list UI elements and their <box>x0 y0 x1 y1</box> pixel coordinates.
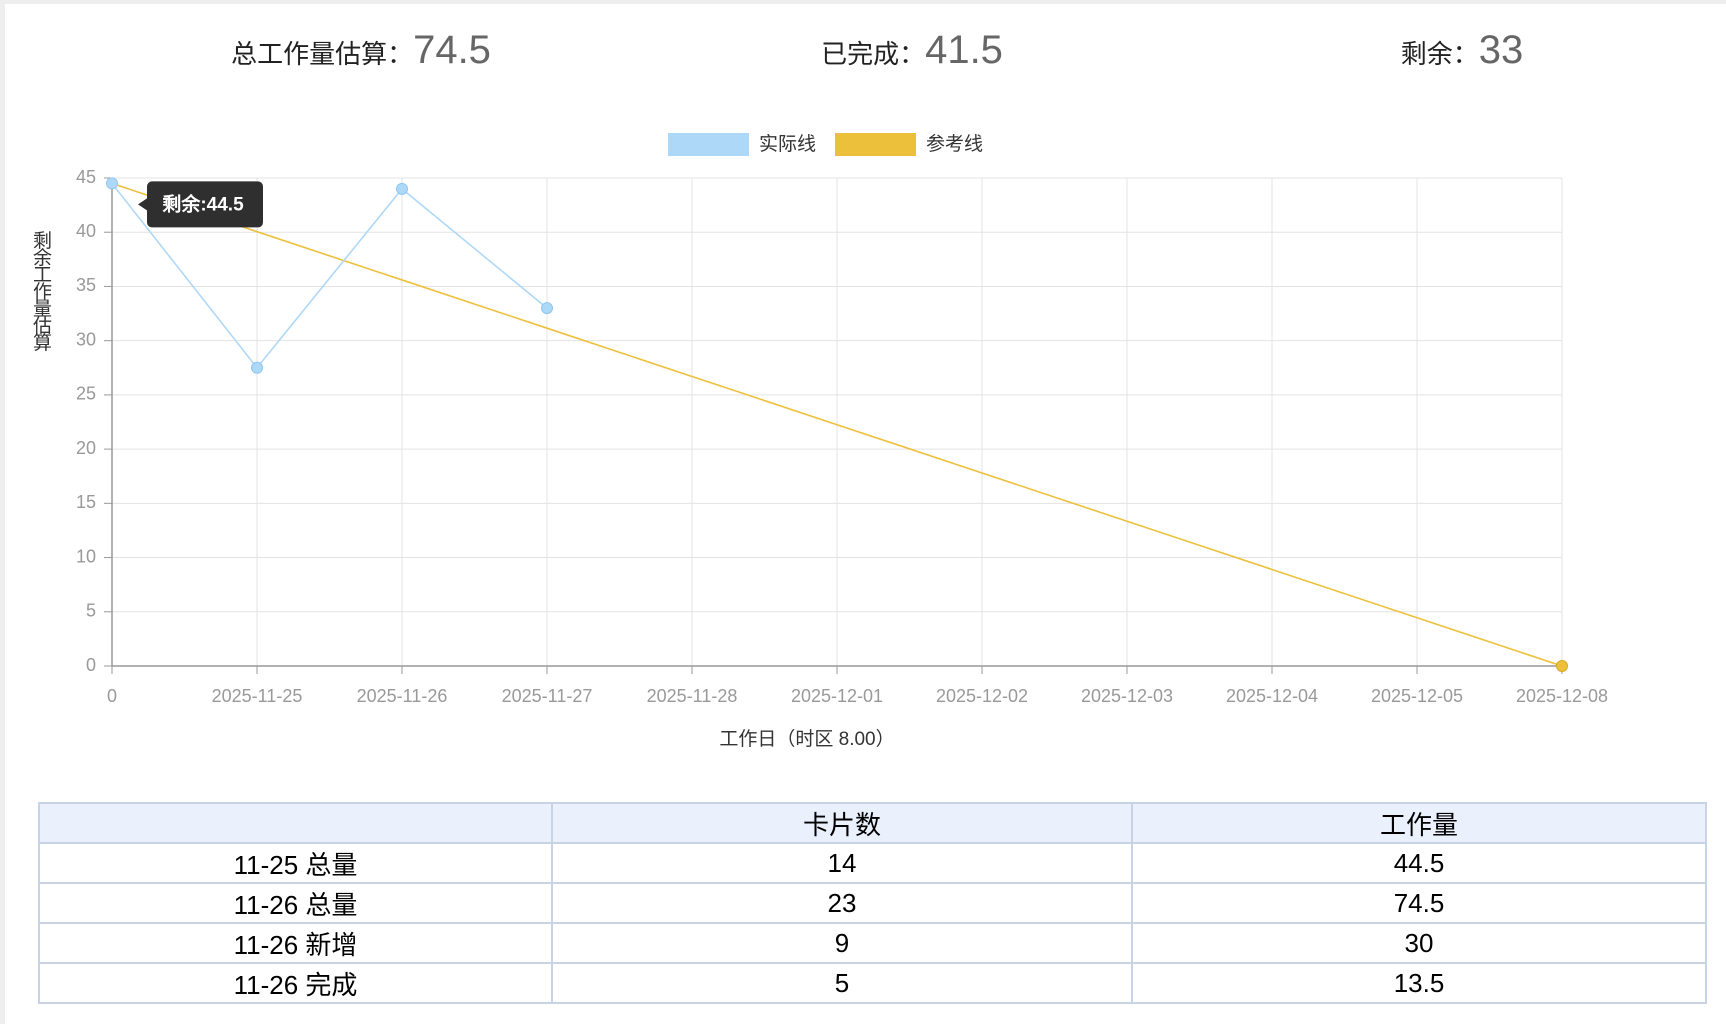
table-cell: 11-26 总量 <box>38 882 553 924</box>
x-tick-label: 2025-11-28 <box>647 686 738 706</box>
y-tick-label: 40 <box>76 221 96 241</box>
x-tick-label: 2025-12-04 <box>1226 686 1318 706</box>
table-row: 11-25 总量 14 44.5 <box>38 842 1707 884</box>
summary-item: 总工作量估算：74.5 <box>231 28 491 73</box>
x-tick-label: 2025-12-03 <box>1081 686 1173 706</box>
x-tick-label: 2025-11-26 <box>357 686 448 706</box>
series-line <box>111 182 1563 667</box>
legend-label: 参考线 <box>926 133 983 155</box>
chart: 0 5 10 15 20 25 30 35 40 45 0 2025-11-25 2025-11-26 2… <box>30 133 1608 750</box>
x-tick-label: 2025-11-25 <box>212 686 303 706</box>
table-cell: 5 <box>551 962 1133 1004</box>
table-cell: 30 <box>1131 922 1707 964</box>
header-cell: 卡片数 <box>551 802 1133 844</box>
summary-item: 已完成：41.5 <box>821 28 1003 73</box>
legend-label: 实际线 <box>759 133 816 155</box>
y-tick-label: 5 <box>86 601 96 621</box>
table-row: 11-26 完成 5 13.5 <box>38 962 1707 1004</box>
y-tick-label: 45 <box>76 167 96 187</box>
x-tick-label: 2025-11-27 <box>502 686 593 706</box>
legend-swatch <box>668 133 749 156</box>
x-tick-label: 2025-12-08 <box>1516 686 1608 706</box>
legend-swatch <box>835 133 917 156</box>
y-tick-label: 30 <box>76 329 96 349</box>
point <box>106 177 118 190</box>
header-cell <box>38 802 553 844</box>
y-tick-label: 10 <box>76 546 96 566</box>
table-row: 11-26 总量 23 74.5 <box>38 882 1707 924</box>
table-row: 11-26 新增 9 30 <box>38 922 1707 964</box>
y-tick-label: 25 <box>76 384 96 404</box>
data-table: 卡片数 工作量 11-25 总量 14 44.5 11-26 总量 23 74.5 11-2… <box>38 802 1707 1004</box>
x-tick-label: 2025-12-01 <box>791 686 883 706</box>
series-line <box>111 182 548 370</box>
y-axis-label: 剩余工作量估算 <box>30 230 52 351</box>
summary-value: 41.5 <box>925 28 1003 72</box>
x-tick-label: 0 <box>107 686 117 706</box>
table-cell: 23 <box>551 882 1133 924</box>
table-header: 卡片数 工作量 <box>38 802 1707 844</box>
x-axis-label: 工作日（时区 8.00） <box>719 728 894 750</box>
tooltip-box <box>138 181 263 228</box>
x-tick-label: 2025-12-02 <box>936 686 1028 706</box>
table-cell: 11-25 总量 <box>38 842 553 884</box>
y-tick-label: 20 <box>76 438 96 458</box>
header-cell: 工作量 <box>1131 802 1707 844</box>
table-cell: 9 <box>551 922 1133 964</box>
summary-label: 剩余： <box>1400 40 1479 70</box>
table-cell: 11-26 新增 <box>38 922 553 964</box>
point <box>251 361 263 374</box>
y-tick-label: 15 <box>76 492 96 512</box>
table-cell: 44.5 <box>1131 842 1707 884</box>
table-cell: 74.5 <box>1131 882 1707 924</box>
x-tick-label: 2025-12-05 <box>1371 686 1463 706</box>
summary-value: 74.5 <box>413 28 491 72</box>
summary-value: 33 <box>1478 28 1524 72</box>
summary-label: 总工作量估算： <box>231 40 414 70</box>
table-cell: 13.5 <box>1131 962 1707 1004</box>
y-tick-label: 0 <box>86 655 96 675</box>
point <box>396 182 408 195</box>
summary-label: 已完成： <box>821 40 926 70</box>
table-cell: 11-26 完成 <box>38 962 553 1004</box>
point <box>1556 660 1568 672</box>
summary-item: 剩余：33 <box>1401 28 1524 73</box>
table-cell: 14 <box>551 842 1133 884</box>
tooltip-text: 剩余:44.5 <box>162 192 244 215</box>
point <box>541 302 553 315</box>
y-tick-label: 35 <box>76 275 96 295</box>
